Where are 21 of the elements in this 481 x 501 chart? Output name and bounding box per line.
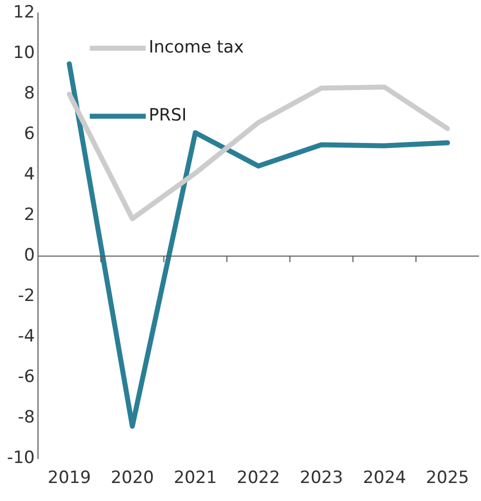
x-tick-label: 2021 (174, 468, 217, 488)
y-tick-label: -10 (6, 448, 35, 468)
y-tick-label: 8 (24, 84, 35, 104)
legend-label: Income tax (148, 38, 244, 58)
y-tick-label: -6 (18, 367, 35, 388)
x-tick-label: 2022 (236, 468, 280, 488)
y-tick-label: 0 (24, 246, 35, 266)
y-tick-label: 6 (24, 124, 35, 144)
x-tick-label: 2020 (110, 468, 154, 488)
x-tick-label: 2024 (362, 468, 406, 488)
y-tick-label: 10 (13, 43, 35, 64)
x-tick-label: 2023 (300, 468, 344, 488)
x-tick-label: 2025 (426, 468, 470, 488)
y-tick-label: 12 (13, 2, 35, 23)
y-tick-label: -4 (18, 326, 35, 347)
y-tick-label: 4 (24, 164, 35, 185)
y-tick-label: -2 (18, 286, 35, 306)
legend-label: PRSI (148, 106, 187, 126)
y-tick-label: 2 (24, 205, 35, 226)
x-tick-label: 2019 (48, 468, 91, 488)
y-tick-label: -8 (18, 408, 35, 428)
